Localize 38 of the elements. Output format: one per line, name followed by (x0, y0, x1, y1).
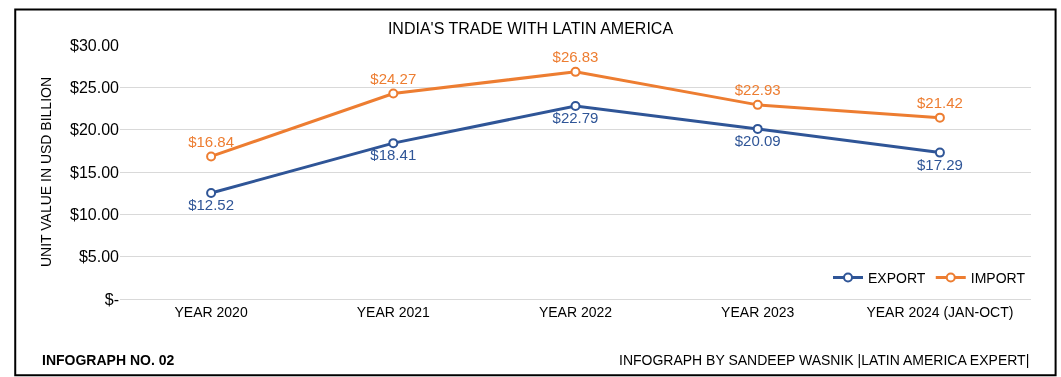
data-label: $12.52 (188, 196, 235, 214)
data-label: $26.83 (552, 48, 599, 66)
legend-label: IMPORT (970, 269, 1026, 286)
point (934, 147, 945, 158)
y-tick-label: $5.00 (78, 248, 120, 266)
data-label: $16.84 (188, 132, 235, 150)
data-label: $17.29 (916, 155, 963, 173)
data-label: $18.41 (370, 146, 417, 164)
y-tick-label: $10.00 (70, 205, 120, 223)
point (206, 151, 217, 162)
data-label: $22.79 (552, 109, 599, 127)
x-tick-label: YEAR 2022 (538, 303, 613, 320)
point (206, 188, 217, 198)
point (752, 123, 763, 134)
y-axis-title: UNIT VALUE IN USD BILLION (37, 76, 54, 268)
point (388, 88, 399, 99)
point (752, 99, 763, 110)
chart-title: INDIA'S TRADE WITH LATIN AMERICA (387, 19, 674, 37)
point (570, 66, 581, 77)
x-tick-label: YEAR 2024 (JAN-OCT) (866, 303, 1014, 320)
x-tick-label: YEAR 2021 (356, 303, 431, 320)
legend-label: EXPORT (868, 269, 926, 286)
data-label: $24.27 (370, 69, 417, 87)
y-tick-label: $20.00 (70, 121, 120, 139)
text: INFOGRAPH BY SANDEEP WASNIK |LATIN AMERICA EXPERT| (619, 352, 1030, 368)
data-label: $22.93 (734, 81, 781, 99)
x-tick-label: YEAR 2020 (174, 303, 248, 320)
y-tick-label: $25.00 (70, 78, 120, 96)
y-tick-label: $15.00 (70, 163, 120, 181)
point (570, 101, 581, 112)
x-tick-label: YEAR 2023 (721, 303, 795, 320)
data-label: $21.42 (916, 93, 963, 111)
y-tick-label: $30.00 (70, 36, 120, 54)
data-label: $20.09 (734, 132, 781, 150)
point (934, 112, 945, 123)
text: INFOGRAPH NO. 02 (42, 352, 175, 368)
y-tick-label: $- (104, 290, 119, 308)
point (388, 138, 399, 149)
